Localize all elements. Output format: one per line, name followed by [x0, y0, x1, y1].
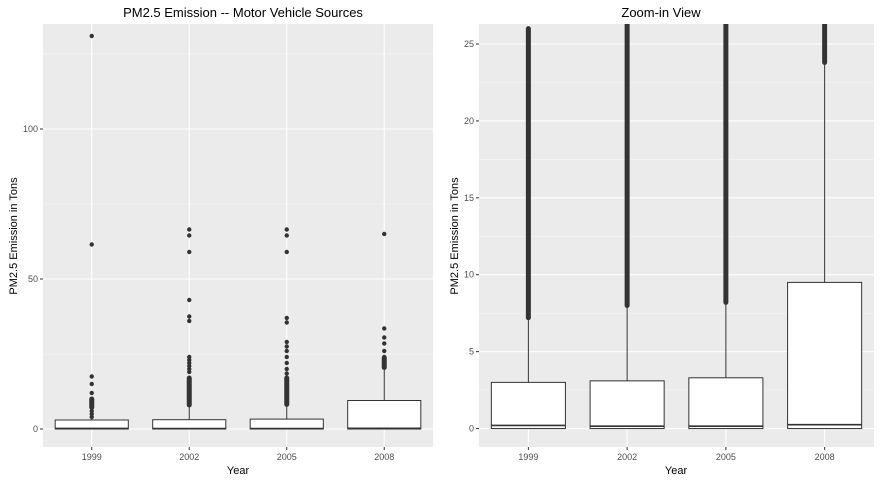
y-tick-label: 50 — [28, 274, 38, 284]
outlier-point — [187, 249, 192, 255]
outlier-point — [187, 369, 192, 375]
outlier-point — [284, 371, 289, 376]
x-tick-label: 2008 — [374, 452, 394, 462]
outlier-point — [382, 354, 387, 360]
y-tick-label: 5 — [469, 347, 474, 357]
outlier-point — [89, 404, 94, 409]
box-2002 — [589, 380, 665, 430]
x-tick-label: 2008 — [815, 452, 835, 462]
box-2008 — [347, 400, 422, 430]
y-tick-label: 25 — [464, 39, 474, 49]
outlier-point — [382, 231, 387, 237]
outlier-point — [382, 363, 387, 369]
plot-panel — [43, 24, 433, 447]
x-tick-label: 2005 — [716, 452, 736, 462]
box-2005 — [688, 377, 764, 430]
outlier-point — [284, 320, 289, 325]
outlier-point — [284, 360, 289, 366]
outlier-point — [284, 227, 289, 232]
y-tick-label: 0 — [33, 424, 38, 434]
x-tick-label: 2005 — [277, 452, 297, 462]
y-axis-title: PM2.5 Emission in Tons — [449, 177, 461, 295]
box-2005 — [249, 418, 324, 430]
y-tick-label: 10 — [464, 270, 474, 280]
outlier-point — [284, 315, 289, 321]
outlier-point — [284, 348, 289, 354]
box-2002 — [152, 419, 227, 430]
outlier-point — [89, 242, 94, 247]
outlier-point — [284, 344, 289, 349]
outlier-point — [89, 381, 94, 387]
outlier-point — [382, 326, 387, 331]
y-axis-title: PM2.5 Emission in Tons — [8, 177, 20, 295]
box-1999 — [490, 381, 566, 430]
outlier-point — [284, 249, 289, 255]
outlier-point — [284, 366, 289, 372]
outlier-point — [284, 339, 289, 345]
x-axis-title: Year — [227, 465, 250, 477]
outlier-point — [89, 414, 94, 420]
box-2008 — [787, 281, 863, 430]
chart-title: Zoom-in View — [621, 5, 701, 20]
x-tick-label: 1999 — [82, 452, 102, 462]
y-tick-label: 0 — [469, 424, 474, 434]
outlier-point — [382, 335, 387, 340]
outlier-point — [187, 233, 192, 238]
x-tick-label: 2002 — [179, 452, 199, 462]
chart-left: PM2.5 Emission -- Motor Vehicle Sources … — [8, 5, 433, 477]
x-axis-title: Year — [665, 465, 688, 477]
x-tick-label: 2002 — [617, 452, 637, 462]
outlier-point — [89, 33, 94, 39]
outlier-point — [382, 341, 387, 346]
outlier-point — [187, 318, 192, 324]
outlier-point — [89, 374, 94, 379]
outlier-point — [187, 314, 192, 319]
chart-title: PM2.5 Emission -- Motor Vehicle Sources — [123, 5, 363, 20]
y-tick-label: 15 — [464, 193, 474, 203]
y-tick-label: 100 — [23, 124, 38, 134]
outlier-point — [89, 399, 94, 405]
outlier-point — [382, 348, 387, 354]
outlier-point — [284, 354, 289, 360]
y-tick-label: 20 — [464, 116, 474, 126]
x-tick-label: 1999 — [518, 452, 538, 462]
outlier-point — [187, 227, 192, 232]
outlier-point — [284, 233, 289, 238]
outlier-point — [89, 390, 94, 396]
outlier-point — [382, 359, 387, 364]
outlier-point — [187, 297, 192, 303]
